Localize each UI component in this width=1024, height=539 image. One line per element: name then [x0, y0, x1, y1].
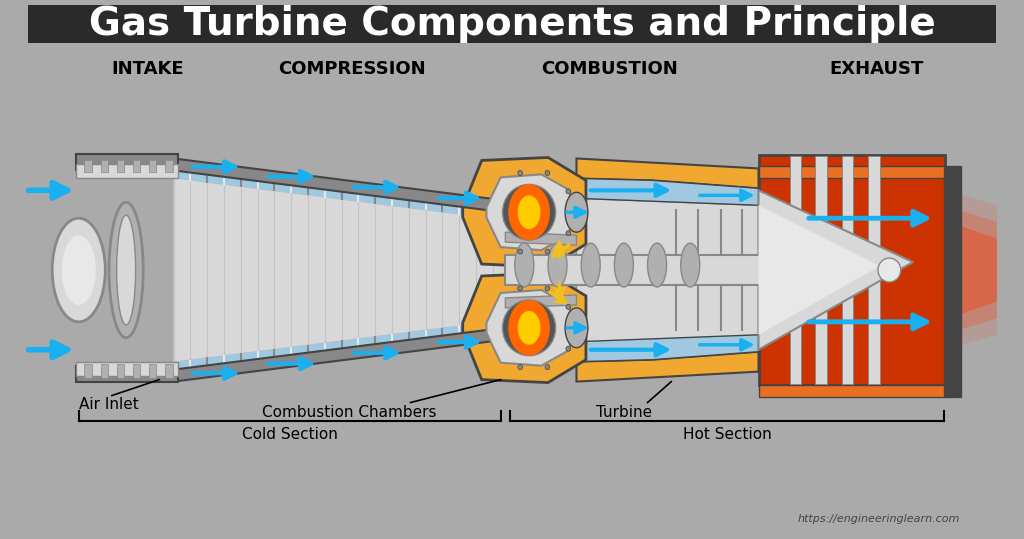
- Bar: [759, 385, 945, 397]
- Ellipse shape: [566, 189, 570, 194]
- Polygon shape: [173, 315, 544, 382]
- Polygon shape: [506, 295, 577, 308]
- Text: Air Inlet: Air Inlet: [79, 397, 138, 412]
- Bar: [133, 161, 140, 172]
- Bar: [76, 365, 178, 382]
- Ellipse shape: [582, 243, 600, 287]
- Text: Hot Section: Hot Section: [683, 427, 772, 443]
- Polygon shape: [577, 178, 759, 205]
- Bar: [76, 365, 178, 376]
- Ellipse shape: [518, 365, 522, 370]
- Polygon shape: [759, 190, 913, 350]
- Bar: [148, 161, 157, 172]
- Bar: [117, 364, 124, 378]
- Bar: [759, 155, 945, 385]
- Polygon shape: [759, 205, 880, 335]
- Text: https://engineeringlearn.com: https://engineeringlearn.com: [798, 514, 961, 524]
- Ellipse shape: [61, 235, 96, 305]
- Bar: [133, 364, 140, 378]
- Polygon shape: [577, 352, 759, 382]
- Text: Combustion Chambers: Combustion Chambers: [262, 404, 436, 419]
- Ellipse shape: [566, 231, 570, 236]
- Polygon shape: [577, 158, 759, 188]
- Polygon shape: [944, 190, 1024, 350]
- Bar: [944, 167, 962, 397]
- Polygon shape: [173, 323, 544, 382]
- Ellipse shape: [117, 215, 135, 325]
- Text: INTAKE: INTAKE: [112, 60, 184, 78]
- Polygon shape: [173, 178, 544, 362]
- Text: EXHAUST: EXHAUST: [828, 60, 924, 78]
- Bar: [76, 164, 178, 178]
- Bar: [76, 155, 178, 170]
- Ellipse shape: [518, 195, 541, 229]
- Polygon shape: [486, 175, 569, 250]
- Bar: [100, 161, 109, 172]
- Polygon shape: [506, 232, 577, 245]
- Ellipse shape: [515, 243, 534, 287]
- Ellipse shape: [52, 218, 105, 322]
- Polygon shape: [486, 290, 569, 365]
- Bar: [842, 156, 853, 384]
- Polygon shape: [463, 273, 586, 383]
- Ellipse shape: [565, 308, 588, 348]
- Bar: [84, 161, 92, 172]
- Bar: [29, 5, 995, 43]
- Ellipse shape: [110, 202, 143, 338]
- Bar: [76, 164, 178, 170]
- Ellipse shape: [503, 184, 556, 240]
- Polygon shape: [944, 220, 1001, 320]
- Polygon shape: [463, 157, 586, 267]
- Ellipse shape: [503, 300, 556, 356]
- Text: COMBUSTION: COMBUSTION: [541, 60, 678, 78]
- Bar: [759, 167, 945, 178]
- Ellipse shape: [545, 249, 550, 254]
- Ellipse shape: [681, 243, 699, 287]
- Ellipse shape: [518, 311, 541, 345]
- Polygon shape: [173, 158, 544, 217]
- Bar: [148, 364, 157, 378]
- Bar: [84, 364, 92, 378]
- Polygon shape: [944, 205, 1024, 335]
- Ellipse shape: [566, 305, 570, 309]
- Bar: [790, 156, 801, 384]
- Ellipse shape: [518, 249, 522, 254]
- Ellipse shape: [566, 346, 570, 351]
- Polygon shape: [577, 335, 759, 362]
- Ellipse shape: [518, 170, 522, 175]
- Text: Cold Section: Cold Section: [242, 427, 338, 443]
- Ellipse shape: [518, 286, 522, 291]
- Ellipse shape: [647, 243, 667, 287]
- Ellipse shape: [545, 170, 550, 175]
- Bar: [165, 161, 173, 172]
- Bar: [165, 364, 173, 378]
- Bar: [76, 362, 178, 376]
- Ellipse shape: [545, 365, 550, 370]
- Bar: [815, 156, 826, 384]
- Ellipse shape: [508, 300, 550, 356]
- Polygon shape: [173, 158, 544, 225]
- Ellipse shape: [614, 243, 634, 287]
- Bar: [100, 364, 109, 378]
- Ellipse shape: [548, 243, 567, 287]
- Bar: [506, 255, 771, 285]
- Text: COMPRESSION: COMPRESSION: [278, 60, 426, 78]
- Bar: [868, 156, 880, 384]
- Text: Turbine: Turbine: [596, 404, 652, 419]
- Ellipse shape: [565, 192, 588, 232]
- Bar: [117, 161, 124, 172]
- Ellipse shape: [545, 286, 550, 291]
- Polygon shape: [577, 198, 759, 350]
- Text: Gas Turbine Components and Principle: Gas Turbine Components and Principle: [89, 5, 935, 43]
- Ellipse shape: [878, 258, 901, 282]
- Ellipse shape: [508, 184, 550, 240]
